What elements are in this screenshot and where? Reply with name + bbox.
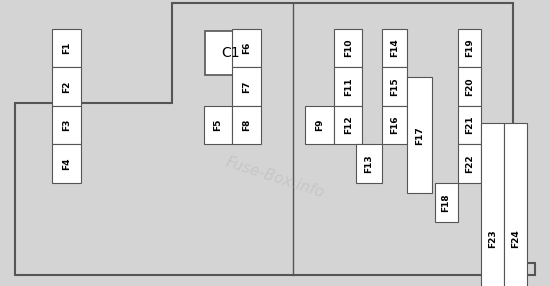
Text: F5: F5 (213, 119, 222, 131)
FancyBboxPatch shape (52, 29, 81, 67)
Text: C1: C1 (222, 46, 240, 60)
FancyBboxPatch shape (382, 106, 407, 144)
FancyBboxPatch shape (205, 31, 257, 75)
FancyBboxPatch shape (382, 29, 407, 67)
FancyBboxPatch shape (334, 29, 362, 67)
Text: F16: F16 (390, 116, 399, 134)
Text: F11: F11 (344, 77, 353, 96)
Text: F6: F6 (242, 42, 251, 54)
FancyBboxPatch shape (382, 67, 407, 106)
Text: F23: F23 (488, 229, 497, 248)
Text: F18: F18 (442, 193, 450, 212)
FancyBboxPatch shape (232, 106, 261, 144)
Text: F10: F10 (344, 39, 353, 57)
FancyBboxPatch shape (458, 67, 481, 106)
FancyBboxPatch shape (52, 67, 81, 106)
Text: Fuse-Box.info: Fuse-Box.info (224, 154, 326, 200)
FancyBboxPatch shape (52, 144, 81, 183)
Text: F15: F15 (390, 77, 399, 96)
Text: F7: F7 (242, 80, 251, 93)
Text: F9: F9 (315, 119, 324, 131)
FancyBboxPatch shape (458, 29, 481, 67)
Text: F17: F17 (415, 126, 424, 144)
Text: F2: F2 (62, 80, 71, 93)
Text: F13: F13 (365, 154, 373, 173)
FancyBboxPatch shape (305, 106, 334, 144)
Text: F4: F4 (62, 158, 71, 170)
Text: F21: F21 (465, 116, 474, 134)
FancyBboxPatch shape (232, 29, 261, 67)
Text: F1: F1 (62, 42, 71, 54)
FancyBboxPatch shape (334, 106, 362, 144)
Polygon shape (15, 3, 535, 275)
FancyBboxPatch shape (232, 67, 261, 106)
FancyBboxPatch shape (204, 106, 232, 144)
Text: F19: F19 (465, 39, 474, 57)
FancyBboxPatch shape (52, 106, 81, 144)
Text: F20: F20 (465, 77, 474, 96)
FancyBboxPatch shape (481, 123, 504, 286)
Text: F14: F14 (390, 39, 399, 57)
Text: F3: F3 (62, 119, 71, 131)
FancyBboxPatch shape (458, 144, 481, 183)
Text: F12: F12 (344, 116, 353, 134)
FancyBboxPatch shape (458, 106, 481, 144)
FancyBboxPatch shape (356, 144, 382, 183)
Text: F8: F8 (242, 119, 251, 131)
FancyBboxPatch shape (434, 183, 458, 222)
Text: F22: F22 (465, 154, 474, 173)
FancyBboxPatch shape (334, 67, 362, 106)
FancyBboxPatch shape (407, 77, 432, 193)
FancyBboxPatch shape (504, 123, 527, 286)
Text: F24: F24 (511, 229, 520, 248)
